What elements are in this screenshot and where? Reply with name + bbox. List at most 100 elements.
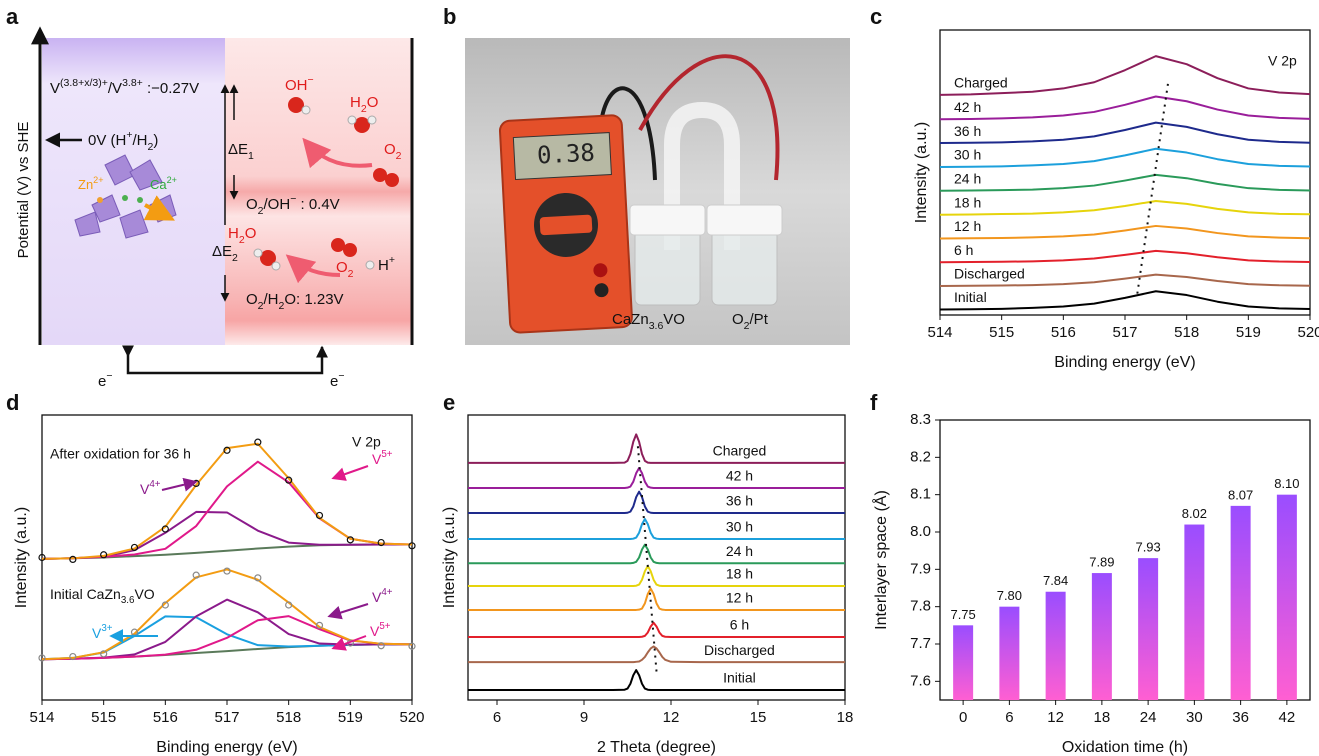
arrow [143,195,175,221]
text-run: V [372,451,382,467]
x-tick-label: 516 [153,709,178,726]
superscript: − [308,74,314,86]
series-line [939,290,1311,311]
text-run: H [378,257,389,274]
value-label: 7.84 [1043,573,1068,588]
x-tick-label: 519 [1236,324,1261,341]
x-tick-label: 15 [750,709,767,726]
label: H+ [378,254,395,274]
molecules [253,97,399,271]
data-point [315,511,324,520]
text-run: H [350,94,361,111]
label: 0V (H+/H2) [88,129,158,153]
text-run: O [367,94,379,111]
superscript: 3+ [101,623,112,634]
superscript: + [126,129,132,141]
label: CaZn3.6VO [612,311,685,332]
cap [629,204,706,236]
y-axis-title: Intensity (a.u.) [913,122,930,223]
text-run: V [50,80,60,97]
region [42,38,225,345]
text-run: /V [108,80,122,97]
data-point [285,601,293,609]
y-axis-title: Interlayer space (Å) [871,490,890,630]
text-run: ) [153,132,158,149]
circuit [126,347,324,375]
series-line [939,273,1311,288]
x-axis-title: Oxidation time (h) [1062,739,1188,756]
subscript: 1 [248,150,254,162]
text-run: H [228,225,239,242]
series-label: 24 h [726,543,753,559]
text-run: VO [663,311,685,328]
subscript: 2 [258,300,264,312]
text-run: e [330,373,338,390]
superscript: 3.8+ [122,77,143,89]
text-run: O: 1.23V [284,291,343,308]
text-run: OH [285,77,308,94]
superscript: (3.8+x/3)+ [60,77,108,89]
annotation: V 2p [352,434,381,450]
series-label: Initial [723,670,756,686]
panel-label: f [870,390,878,415]
u-tube [664,101,740,250]
text-run: /OH [264,196,291,213]
label: O2/H2O: 1.23V [246,291,344,312]
series-label: 24 h [954,170,981,186]
series-line [939,95,1311,121]
subscript: 2 [258,205,264,217]
label: ΔE2 [212,243,238,264]
data-point [408,542,416,550]
panel-b: 0.38 CaZn3.6VO O2/Pt [465,38,850,345]
x-tick-label: 517 [1112,324,1137,341]
x-tick-label: 24 [1140,709,1157,726]
series-line [468,543,845,565]
data-point [192,571,200,579]
subscript: 2 [232,252,238,264]
y-tick-label: 7.9 [910,560,931,577]
series-line [41,568,413,661]
x-tick-label: 515 [91,709,116,726]
text-run: ΔE [212,243,232,260]
y-tick-label: 8.0 [910,523,931,540]
annotation: V5+ [370,621,391,639]
superscript: 4+ [149,479,160,490]
series-line [939,147,1311,169]
annotation: V3+ [92,623,113,641]
subscript: 2 [239,234,245,246]
subscript: 2 [361,103,367,115]
label: V(3.8+x/3)+/V3.8+ :−0.27V [50,77,199,97]
series-line [468,490,845,515]
bar [1138,558,1159,700]
annotation-arrow [161,477,198,492]
annotation: Initial CaZn3.6VO [50,586,155,606]
text-run: O [245,225,257,242]
series-line [468,565,845,587]
label: OH− [285,74,314,94]
text-run: O [384,141,396,158]
annotation: V4+ [372,587,393,605]
series-label: 30 h [726,519,753,535]
superscript: + [389,254,395,266]
series-label: Discharged [954,266,1025,282]
arrow [302,137,373,169]
x-tick-label: 12 [663,709,680,726]
x-tick-label: 36 [1232,709,1249,726]
annotation: V 2p [1268,53,1297,69]
data-point [315,621,324,629]
annotation-arrow [331,635,367,651]
panel-label: c [870,4,882,29]
data-point [254,438,262,446]
value-label: 7.75 [950,607,975,622]
x-tick-label: 520 [399,709,424,726]
x-tick-label: 520 [1297,324,1319,341]
series-label: Charged [713,443,767,459]
series-label: 12 h [954,218,981,234]
value-label: 7.80 [997,588,1022,603]
panel-label: b [443,4,456,29]
series-line [468,669,845,692]
annotation: V5+ [372,449,393,467]
text-run: /H [132,132,147,149]
series-line [41,510,412,560]
text-run: /Pt [750,311,769,328]
